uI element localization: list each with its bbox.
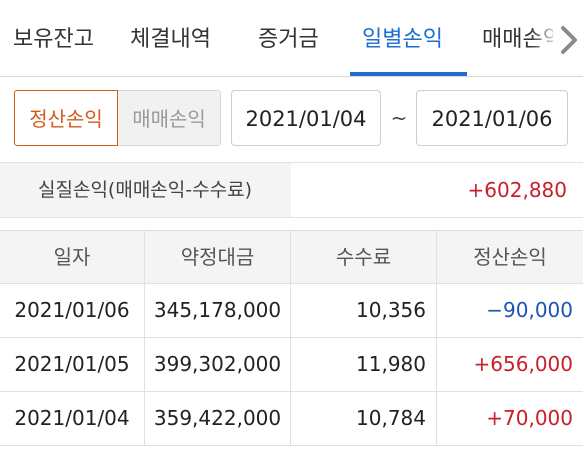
- row-amount: 359,422,000: [145, 392, 291, 445]
- tab-holdings[interactable]: 보유잔고: [13, 27, 94, 52]
- net-pnl-summary: 실질손익(매매손익-수수료) +602,880: [0, 162, 583, 218]
- row-pnl: −90,000: [486, 298, 573, 322]
- row-date: 2021/01/04: [0, 392, 145, 445]
- date-from-field[interactable]: 2021/01/04: [231, 90, 381, 146]
- header-pnl: 정산손익: [473, 245, 547, 269]
- tab-margin[interactable]: 증거금: [258, 27, 319, 52]
- header-amount: 약정대금: [145, 231, 291, 284]
- row-fee: 10,356: [291, 284, 437, 337]
- settlement-pnl-button[interactable]: 정산손익: [14, 90, 118, 146]
- row-pnl: +70,000: [486, 406, 573, 430]
- tab-bar: 보유잔고 체결내역 증거금 일별손익 매매손익: [0, 0, 583, 77]
- date-range-separator: ~: [390, 106, 408, 130]
- row-fee: 11,980: [291, 338, 437, 391]
- net-pnl-value: +602,880: [291, 163, 583, 217]
- active-tab-indicator: [350, 72, 467, 76]
- date-to-field[interactable]: 2021/01/06: [416, 90, 568, 146]
- row-pnl: +656,000: [473, 352, 573, 376]
- table-row[interactable]: 2021/01/04 359,422,000 10,784 +70,000: [0, 392, 583, 446]
- row-date: 2021/01/06: [0, 284, 145, 337]
- header-date: 일자: [0, 231, 145, 284]
- net-pnl-label: 실질손익(매매손익-수수료): [38, 179, 252, 201]
- chevron-right-icon[interactable]: [553, 20, 583, 60]
- row-fee: 10,784: [291, 392, 437, 445]
- tab-daily-pnl[interactable]: 일별손익: [362, 27, 443, 52]
- table-row[interactable]: 2021/01/05 399,302,000 11,980 +656,000: [0, 338, 583, 392]
- header-fee: 수수료: [291, 231, 437, 284]
- tab-executions[interactable]: 체결내역: [130, 27, 211, 52]
- row-amount: 345,178,000: [145, 284, 291, 337]
- table-header: 일자 약정대금 수수료 정산손익: [0, 230, 583, 284]
- row-date: 2021/01/05: [0, 338, 145, 391]
- trade-pnl-button[interactable]: 매매손익: [117, 90, 221, 146]
- pnl-type-toggle: 정산손익 매매손익: [14, 90, 221, 146]
- row-amount: 399,302,000: [145, 338, 291, 391]
- filter-bar: 정산손익 매매손익 2021/01/04 ~ 2021/01/06: [0, 76, 583, 162]
- table-row[interactable]: 2021/01/06 345,178,000 10,356 −90,000: [0, 284, 583, 338]
